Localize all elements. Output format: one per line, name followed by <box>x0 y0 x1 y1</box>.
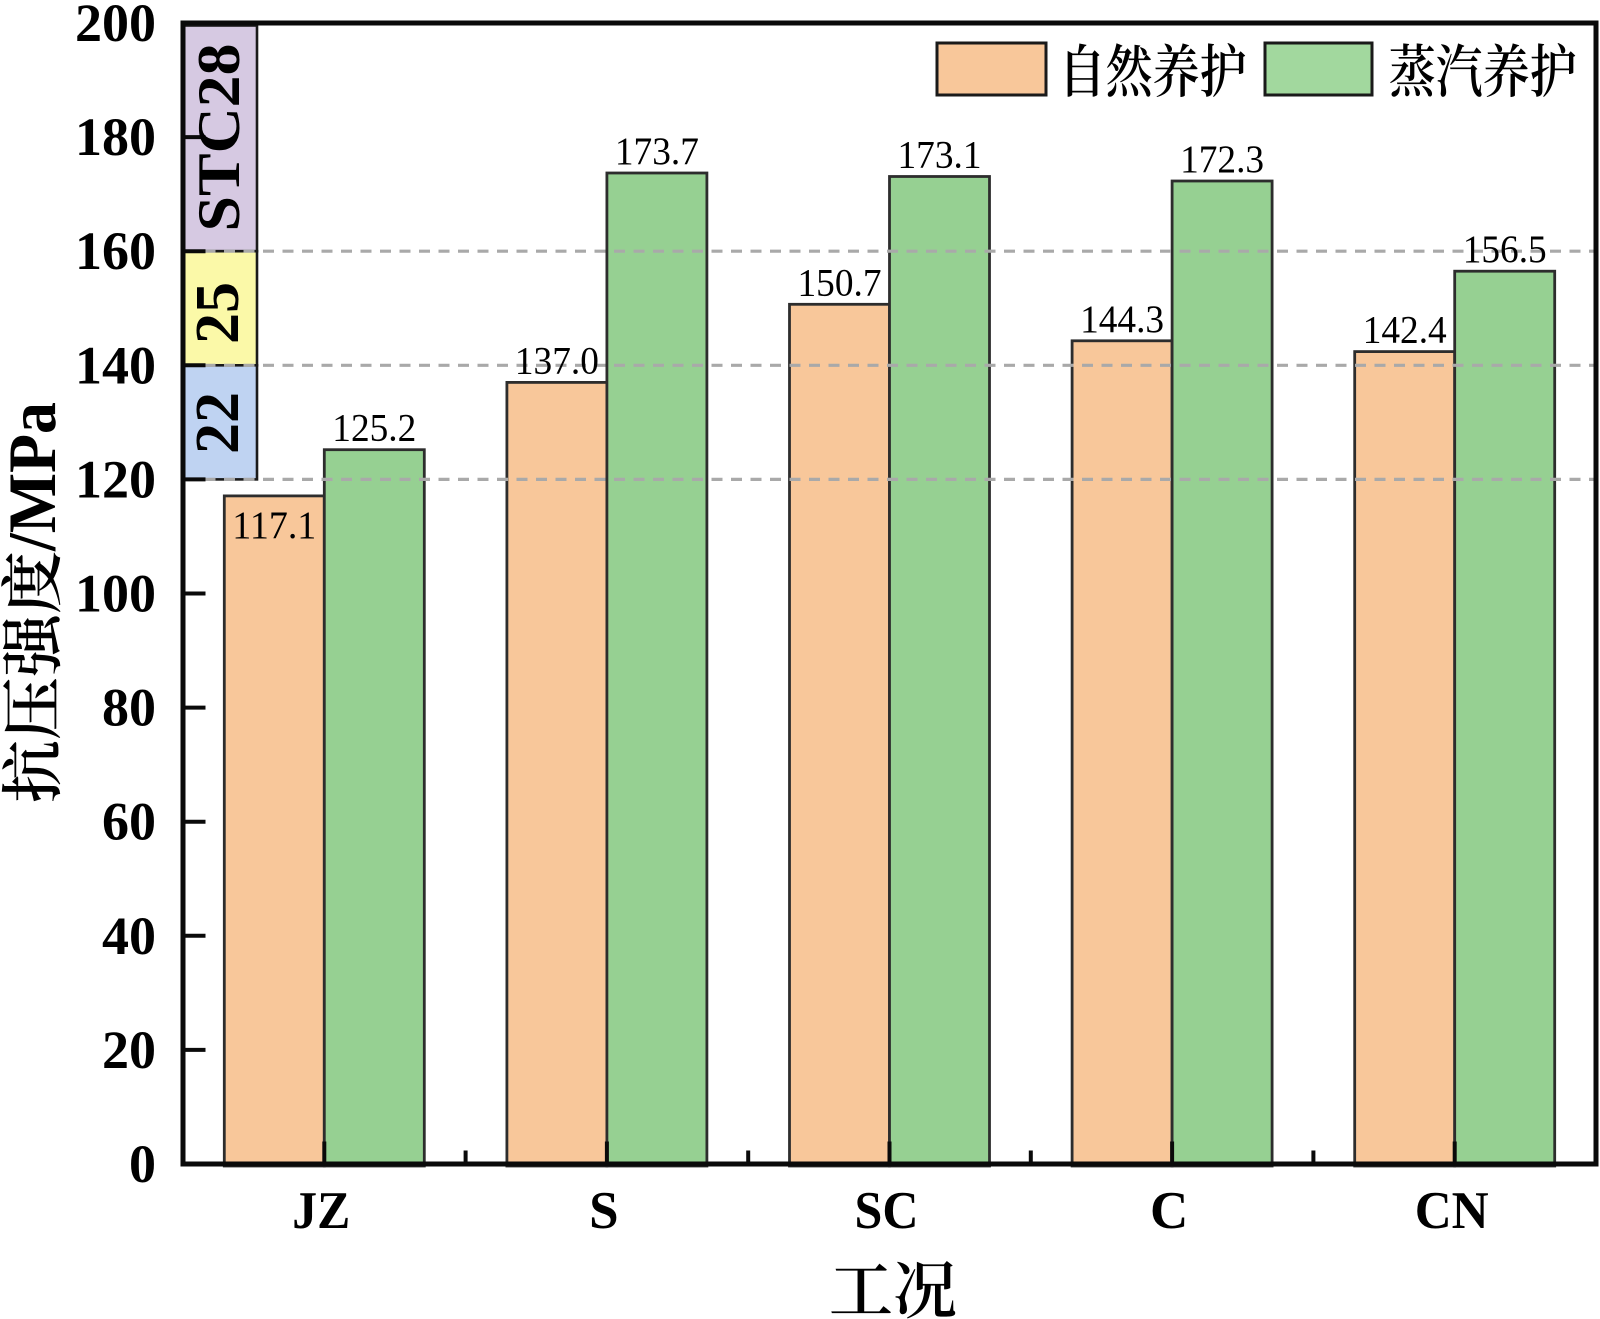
svg-text:160: 160 <box>75 221 156 281</box>
svg-text:CN: CN <box>1415 1182 1489 1240</box>
svg-text:80: 80 <box>102 678 156 738</box>
svg-text:140: 140 <box>75 335 156 395</box>
svg-text:25: 25 <box>184 282 252 344</box>
svg-text:117.1: 117.1 <box>232 504 316 547</box>
svg-text:172.3: 172.3 <box>1180 138 1264 181</box>
svg-text:173.7: 173.7 <box>615 130 699 173</box>
svg-text:40: 40 <box>102 906 156 966</box>
svg-text:JZ: JZ <box>292 1182 350 1240</box>
svg-text:SC: SC <box>855 1182 919 1240</box>
svg-text:C: C <box>1150 1182 1188 1240</box>
svg-text:144.3: 144.3 <box>1080 298 1164 341</box>
svg-text:200: 200 <box>75 0 156 53</box>
svg-text:20: 20 <box>102 1020 156 1080</box>
svg-text:/MPa: /MPa <box>0 402 70 552</box>
svg-text:S: S <box>589 1182 618 1240</box>
svg-text:173.1: 173.1 <box>898 134 982 177</box>
svg-text:125.2: 125.2 <box>332 407 416 450</box>
svg-text:STC28: STC28 <box>186 44 252 232</box>
svg-text:137.0: 137.0 <box>515 339 599 382</box>
svg-text:120: 120 <box>75 449 156 509</box>
svg-text:22: 22 <box>184 392 252 454</box>
svg-text:142.4: 142.4 <box>1363 309 1447 352</box>
svg-text:0: 0 <box>129 1134 156 1194</box>
svg-text:60: 60 <box>102 792 156 852</box>
svg-text:156.5: 156.5 <box>1463 228 1547 271</box>
svg-text:100: 100 <box>75 564 156 624</box>
svg-text:150.7: 150.7 <box>798 261 882 304</box>
svg-text:180: 180 <box>75 107 156 167</box>
